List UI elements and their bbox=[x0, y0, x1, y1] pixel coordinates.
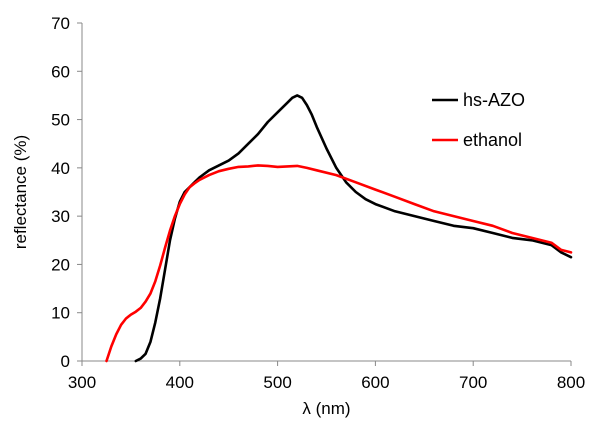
x-tick-label: 800 bbox=[557, 373, 585, 392]
x-tick-label: 600 bbox=[361, 373, 389, 392]
legend: hs-AZO ethanol bbox=[432, 90, 525, 150]
series-group bbox=[105, 94, 573, 363]
y-tick-label: 40 bbox=[51, 159, 70, 178]
x-tick-label: 700 bbox=[459, 373, 487, 392]
x-tick-label: 500 bbox=[263, 373, 291, 392]
legend-label-hs-azo: hs-AZO bbox=[463, 90, 525, 110]
y-tick-label: 70 bbox=[51, 14, 70, 33]
y-tick-label: 10 bbox=[51, 304, 70, 323]
legend-label-ethanol: ethanol bbox=[463, 130, 522, 150]
axes: 0 10 20 30 40 50 60 70 300 400 500 600 700 800 bbox=[51, 14, 585, 392]
y-axis-title: reflectance (%) bbox=[11, 135, 30, 249]
y-tick-label: 20 bbox=[51, 255, 70, 274]
series-line-ethanol bbox=[105, 164, 573, 363]
x-tick-label: 400 bbox=[166, 373, 194, 392]
y-tick-label: 0 bbox=[61, 352, 70, 371]
series-line-hs-azo bbox=[134, 94, 573, 363]
y-tick-label: 60 bbox=[51, 62, 70, 81]
x-tick-label: 300 bbox=[68, 373, 96, 392]
y-tick-label: 50 bbox=[51, 111, 70, 130]
y-tick-label: 30 bbox=[51, 207, 70, 226]
x-axis-title: λ (nm) bbox=[302, 399, 350, 418]
